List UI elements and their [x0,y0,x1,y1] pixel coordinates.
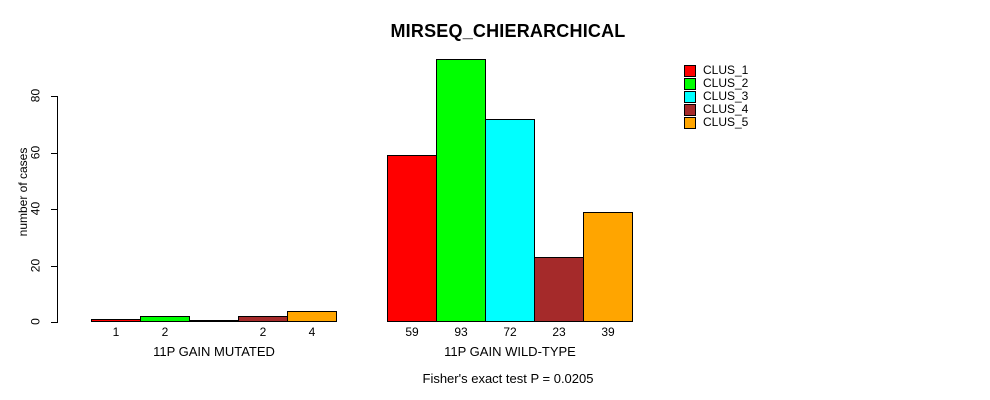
group-label-mutated: 11P GAIN MUTATED [153,344,275,359]
chart-title: MIRSEQ_CHIERARCHICAL [390,21,626,41]
legend-label: CLUS_3 [703,89,749,103]
fisher-test-note: Fisher's exact test P = 0.0205 [422,371,594,386]
legend: CLUS_1 CLUS_2 CLUS_3 CLUS_4 CLUS_5 [684,64,748,129]
bar-value-label: 1 [112,325,120,339]
legend-item-clus_1: CLUS_1 [684,64,748,77]
bar-value-label: 23 [552,325,566,339]
y-tick [51,209,57,210]
bar-clus_2-group2 [436,59,486,322]
bar-clus_1-group2 [387,155,437,322]
legend-label: CLUS_5 [703,115,749,129]
group-label-wild-type: 11P GAIN WILD-TYPE [444,344,576,359]
bar-clus_3-group1 [189,320,239,322]
legend-label: CLUS_1 [703,63,749,77]
legend-swatch-icon [684,103,696,116]
bar-value-label: 39 [601,325,615,339]
y-tick [51,266,57,267]
legend-item-clus_3: CLUS_3 [684,90,748,103]
y-tick [51,96,57,97]
bar-clus_4-group1 [238,316,288,322]
legend-label: CLUS_2 [703,76,749,90]
bar-value-label: 59 [405,325,419,339]
legend-item-clus_2: CLUS_2 [684,77,748,90]
legend-swatch-icon [684,116,696,129]
y-tick-label: 40 [28,201,43,216]
legend-item-clus_5: CLUS_5 [684,116,748,129]
bar-clus_5-group1 [287,311,337,322]
bar-value-label: 72 [503,325,517,339]
y-axis-line [57,96,58,323]
legend-label: CLUS_4 [703,102,749,116]
legend-item-clus_4: CLUS_4 [684,103,748,116]
y-tick-label: 0 [28,318,43,325]
bar-value-label: 2 [161,325,169,339]
bar-clus_4-group2 [534,257,584,322]
y-tick [51,153,57,154]
legend-swatch-icon [684,90,696,103]
bar-clus_3-group2 [485,119,535,322]
y-tick-label: 80 [28,88,43,103]
legend-swatch-icon [684,77,696,90]
bar-value-label: 4 [308,325,316,339]
bar-clus_5-group2 [583,212,633,322]
y-tick [51,322,57,323]
bar-clus_2-group1 [140,316,190,322]
bar-value-label: 93 [454,325,468,339]
y-tick-label: 60 [28,145,43,160]
legend-swatch-icon [684,64,696,77]
bar-value-label: 2 [259,325,267,339]
bar-clus_1-group1 [91,319,141,322]
y-tick-label: 20 [28,258,43,273]
